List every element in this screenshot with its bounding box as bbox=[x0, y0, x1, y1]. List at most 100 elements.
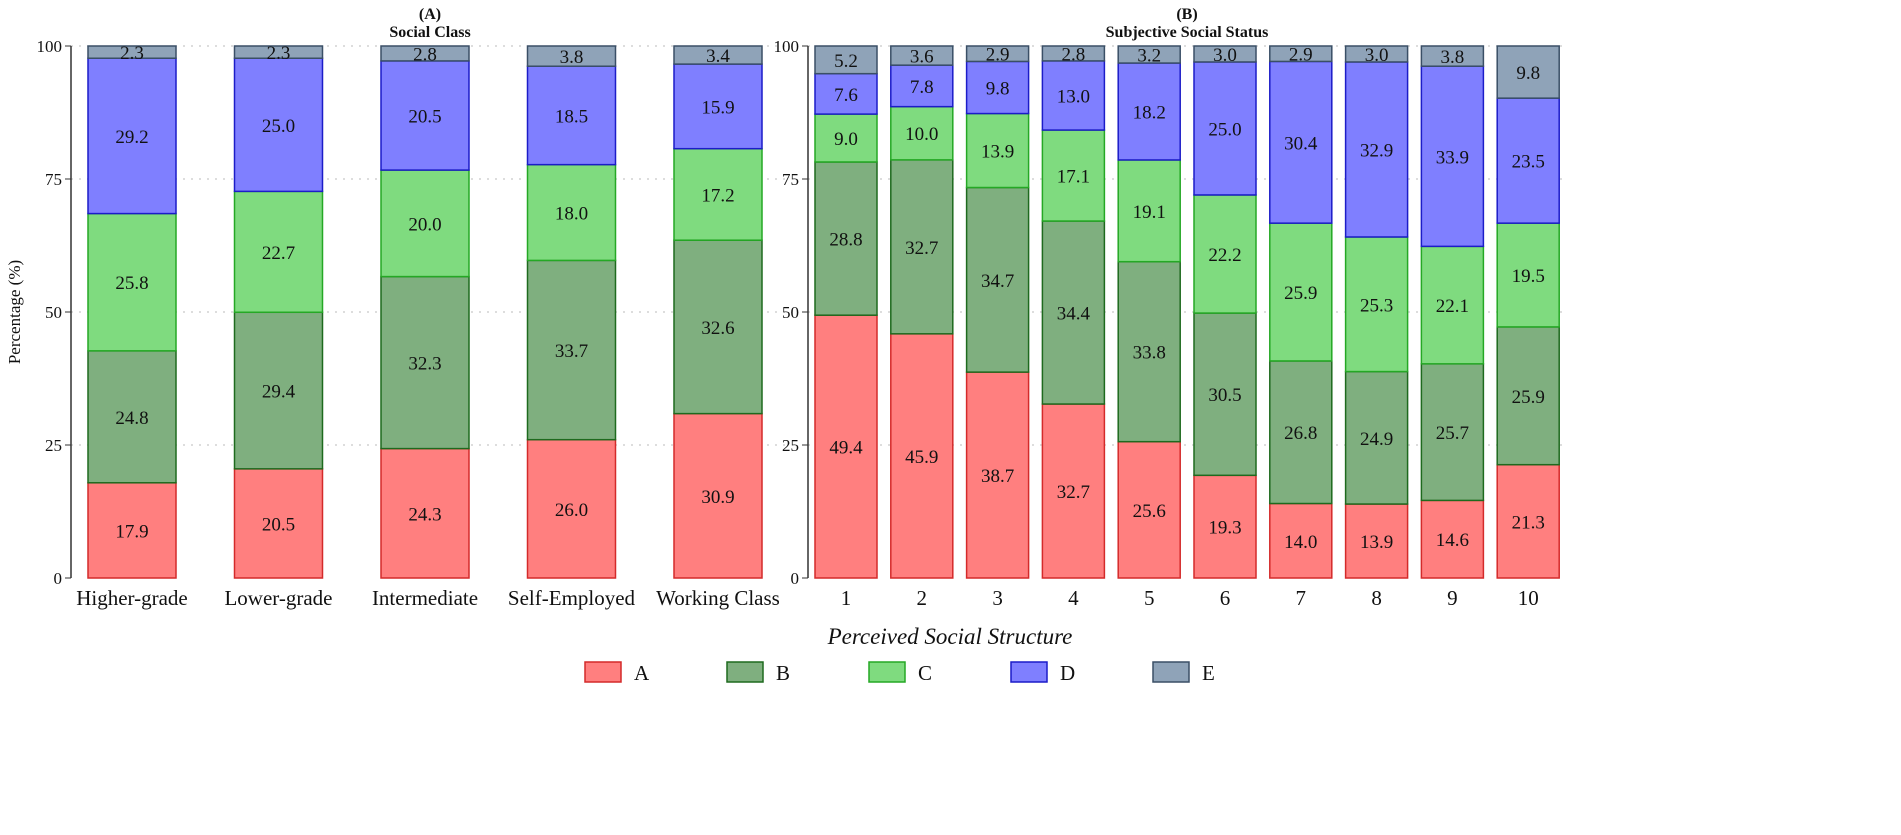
x-tick-label: Self-Employed bbox=[508, 586, 636, 610]
bar-segment-c bbox=[87, 212, 177, 352]
data-label: 2.9 bbox=[986, 45, 1010, 66]
x-tick-label: Working Class bbox=[656, 586, 780, 610]
bar-segment-c bbox=[1420, 245, 1485, 365]
bar-segment-e bbox=[233, 45, 324, 59]
bar-segment-a bbox=[965, 371, 1030, 579]
bar-segment-e bbox=[890, 45, 954, 66]
bar-segment-e bbox=[87, 45, 177, 59]
data-label: 7.8 bbox=[910, 77, 934, 98]
bar-segment-a bbox=[233, 468, 324, 579]
bar-segment-b bbox=[380, 275, 470, 450]
data-label: 3.8 bbox=[1441, 47, 1465, 68]
y-tick-label: 100 bbox=[37, 37, 63, 56]
data-label: 32.3 bbox=[408, 354, 441, 375]
data-label: 7.6 bbox=[834, 85, 858, 106]
data-label: 30.5 bbox=[1208, 385, 1241, 406]
data-label: 34.4 bbox=[1057, 304, 1091, 325]
data-label: 26.0 bbox=[555, 500, 588, 521]
data-label: 20.5 bbox=[262, 514, 295, 535]
x-tick-label: 1 bbox=[841, 586, 852, 610]
panel-a-label: (A) bbox=[419, 6, 441, 23]
bar-segment-a bbox=[673, 412, 763, 579]
bar-segment-a bbox=[1041, 403, 1106, 579]
bar-segment-d bbox=[673, 63, 763, 150]
x-tick-label: Intermediate bbox=[372, 586, 478, 610]
data-label: 22.2 bbox=[1208, 245, 1241, 266]
data-label: 20.5 bbox=[408, 106, 441, 127]
y-tick-label: 50 bbox=[782, 303, 799, 322]
bar-segment-c bbox=[526, 163, 617, 262]
bar-segment-a bbox=[814, 314, 878, 579]
data-label: 3.0 bbox=[1365, 45, 1389, 66]
data-label: 25.8 bbox=[115, 273, 148, 294]
legend-swatch-c bbox=[868, 661, 906, 683]
data-label: 2.3 bbox=[267, 43, 291, 64]
data-label: 5.2 bbox=[834, 51, 858, 72]
bar-segment-d bbox=[814, 72, 878, 115]
panel-b-title: Subjective Social Status bbox=[1106, 24, 1269, 41]
data-label: 3.8 bbox=[560, 47, 584, 68]
bar-segment-d bbox=[890, 64, 954, 108]
y-tick-label: 100 bbox=[774, 37, 800, 56]
legend-label-e: E bbox=[1202, 661, 1215, 685]
bar-segment-a bbox=[87, 482, 177, 579]
legend-swatch-a bbox=[584, 661, 622, 683]
bar-segment-b bbox=[1344, 370, 1409, 505]
x-tick-label: 8 bbox=[1371, 586, 1382, 610]
x-tick-label: Lower-grade bbox=[224, 586, 332, 610]
bar-segment-c bbox=[1193, 194, 1257, 314]
bar-segment-b bbox=[526, 259, 617, 441]
bar-segment-a bbox=[526, 438, 617, 579]
bar-segment-a bbox=[1117, 440, 1181, 579]
bar-segment-e bbox=[814, 45, 878, 75]
y-tick-label: 50 bbox=[45, 303, 62, 322]
data-label: 29.4 bbox=[262, 382, 296, 403]
bar-segment-a bbox=[890, 333, 954, 579]
y-tick-label: 75 bbox=[45, 170, 62, 189]
bar-segment-e bbox=[1117, 45, 1181, 64]
data-label: 22.7 bbox=[262, 243, 295, 264]
panel-b-label: (B) bbox=[1176, 6, 1197, 23]
bar-segment-b bbox=[814, 161, 878, 316]
data-label: 30.9 bbox=[701, 487, 734, 508]
data-label: 28.8 bbox=[829, 230, 862, 251]
bar-segment-b bbox=[1269, 360, 1333, 505]
data-label: 25.0 bbox=[262, 116, 295, 137]
bar-segment-b bbox=[87, 350, 177, 484]
x-tick-label: 2 bbox=[917, 586, 928, 610]
bar-segment-c bbox=[1117, 159, 1181, 263]
bar-segment-d bbox=[965, 60, 1030, 115]
data-label: 3.4 bbox=[706, 46, 730, 67]
data-label: 19.5 bbox=[1512, 266, 1545, 287]
data-label: 25.3 bbox=[1360, 295, 1393, 316]
data-label: 25.6 bbox=[1133, 501, 1166, 522]
data-label: 19.3 bbox=[1208, 518, 1241, 539]
data-label: 18.5 bbox=[555, 106, 588, 127]
bar-segment-b bbox=[673, 239, 763, 415]
data-label: 34.7 bbox=[981, 271, 1014, 292]
bar-segment-b bbox=[233, 311, 324, 470]
bar-segment-b bbox=[1496, 326, 1560, 466]
legend-label-d: D bbox=[1060, 661, 1075, 685]
data-label: 33.7 bbox=[555, 341, 588, 362]
bar-segment-d bbox=[1420, 65, 1485, 248]
x-tick-label: Higher-grade bbox=[76, 586, 188, 610]
data-label: 25.9 bbox=[1284, 283, 1317, 304]
data-label: 17.1 bbox=[1057, 167, 1090, 188]
y-axis-label: Percentage (%) bbox=[5, 260, 24, 364]
data-label: 25.9 bbox=[1512, 387, 1545, 408]
data-label: 38.7 bbox=[981, 466, 1014, 487]
data-label: 32.9 bbox=[1360, 140, 1393, 161]
data-label: 23.5 bbox=[1512, 152, 1545, 173]
bar-segment-d bbox=[1496, 97, 1560, 224]
y-tick-label: 75 bbox=[782, 170, 799, 189]
y-tick-label: 25 bbox=[782, 436, 799, 455]
bar-segment-e bbox=[1496, 45, 1560, 99]
panel-a: 0 25 50 75 100 Higher-grade 17.9 24.8 25.8 29.2 2.… bbox=[37, 37, 790, 610]
data-label: 19.1 bbox=[1133, 202, 1166, 223]
data-label: 2.3 bbox=[120, 43, 144, 64]
data-label: 32.7 bbox=[1057, 482, 1090, 503]
data-label: 3.6 bbox=[910, 47, 934, 68]
legend-swatch-d bbox=[1010, 661, 1048, 683]
